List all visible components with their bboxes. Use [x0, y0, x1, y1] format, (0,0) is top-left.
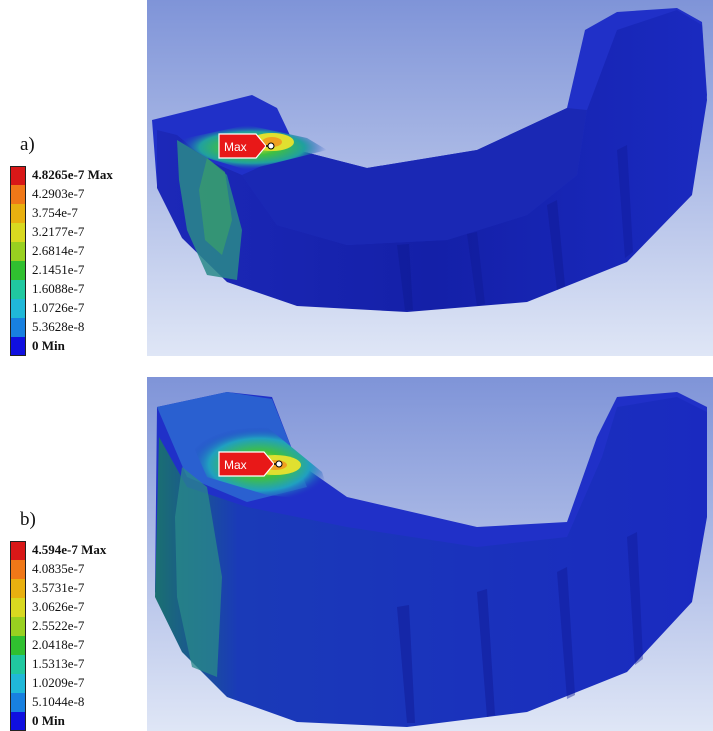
legend-value: 3.0626e-7 — [32, 599, 85, 614]
legend-row: 4.8265e-7 Max — [10, 166, 160, 185]
legend-swatch — [10, 655, 26, 674]
legend-row: 2.6814e-7 — [10, 242, 160, 261]
legend-row: 2.1451e-7 — [10, 261, 160, 280]
legend-b: 4.594e-7 Max 4.0835e-7 3.5731e-7 3.0626e-7 2… — [10, 541, 160, 731]
legend-swatch — [10, 712, 26, 731]
legend-row: 5.1044e-8 — [10, 693, 160, 712]
legend-row: 3.5731e-7 — [10, 579, 160, 598]
legend-swatch — [10, 299, 26, 318]
model-render-b — [147, 377, 713, 731]
legend-row: 4.594e-7 Max — [10, 541, 160, 560]
legend-row: 3.0626e-7 — [10, 598, 160, 617]
max-marker-a: Max — [218, 133, 275, 159]
viewport-a[interactable] — [147, 0, 713, 356]
legend-swatch — [10, 280, 26, 299]
legend-value: 2.6814e-7 — [32, 243, 85, 258]
legend-value: 1.0209e-7 — [32, 675, 85, 690]
legend-swatch — [10, 318, 26, 337]
max-marker-a-label: Max — [224, 140, 247, 154]
max-marker-b-label: Max — [224, 458, 247, 472]
legend-swatch — [10, 541, 26, 560]
legend-value: 4.0835e-7 — [32, 561, 85, 576]
legend-swatch — [10, 223, 26, 242]
legend-value: 3.2177e-7 — [32, 224, 85, 239]
legend-value: 0 Min — [32, 713, 65, 728]
legend-value: 5.3628e-8 — [32, 319, 85, 334]
legend-value: 3.754e-7 — [32, 205, 78, 220]
legend-swatch — [10, 261, 26, 280]
legend-swatch — [10, 242, 26, 261]
panel-label-b: b) — [20, 509, 36, 530]
legend-row: 1.0726e-7 — [10, 299, 160, 318]
legend-swatch — [10, 598, 26, 617]
legend-swatch — [10, 636, 26, 655]
legend-swatch — [10, 166, 26, 185]
legend-swatch — [10, 674, 26, 693]
legend-swatch — [10, 579, 26, 598]
panel-label-a: a) — [20, 134, 35, 155]
legend-row: 2.0418e-7 — [10, 636, 160, 655]
legend-value: 1.0726e-7 — [32, 300, 85, 315]
legend-row: 1.0209e-7 — [10, 674, 160, 693]
legend-value: 2.1451e-7 — [32, 262, 85, 277]
legend-row: 4.2903e-7 — [10, 185, 160, 204]
viewport-b[interactable] — [147, 377, 713, 731]
legend-swatch — [10, 617, 26, 636]
legend-swatch — [10, 185, 26, 204]
legend-row: 3.754e-7 — [10, 204, 160, 223]
legend-swatch — [10, 337, 26, 356]
legend-value: 1.6088e-7 — [32, 281, 85, 296]
legend-value: 2.5522e-7 — [32, 618, 85, 633]
legend-a: 4.8265e-7 Max 4.2903e-7 3.754e-7 3.2177e-7 2… — [10, 166, 160, 356]
legend-swatch — [10, 693, 26, 712]
legend-swatch — [10, 560, 26, 579]
legend-row: 3.2177e-7 — [10, 223, 160, 242]
model-render-a — [147, 0, 713, 356]
legend-value: 4.594e-7 Max — [32, 542, 107, 557]
max-marker-b: Max — [218, 451, 283, 477]
legend-row: 2.5522e-7 — [10, 617, 160, 636]
legend-row: 0 Min — [10, 712, 160, 731]
legend-row: 4.0835e-7 — [10, 560, 160, 579]
legend-value: 2.0418e-7 — [32, 637, 85, 652]
legend-row: 1.6088e-7 — [10, 280, 160, 299]
legend-value: 0 Min — [32, 338, 65, 353]
legend-row: 5.3628e-8 — [10, 318, 160, 337]
legend-value: 1.5313e-7 — [32, 656, 85, 671]
legend-row: 0 Min — [10, 337, 160, 356]
legend-value: 5.1044e-8 — [32, 694, 85, 709]
legend-swatch — [10, 204, 26, 223]
legend-value: 4.8265e-7 Max — [32, 167, 113, 182]
legend-row: 1.5313e-7 — [10, 655, 160, 674]
legend-value: 4.2903e-7 — [32, 186, 85, 201]
legend-value: 3.5731e-7 — [32, 580, 85, 595]
